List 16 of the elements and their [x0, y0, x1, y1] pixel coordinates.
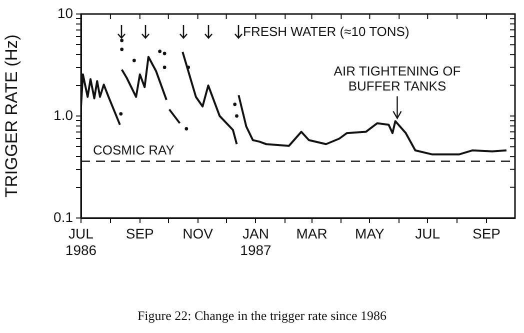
y-tick-label: 0.1	[54, 208, 74, 225]
y-tick-label: 1.0	[54, 106, 74, 123]
annotation: FRESH WATER (≈10 TONS)	[243, 24, 410, 39]
ref-line-label: COSMIC RAY	[93, 142, 175, 158]
x-tick-label: SEP	[472, 225, 501, 242]
x-tick-label: JUL 1986	[65, 225, 97, 258]
y-tick-label: 10	[57, 4, 74, 21]
y-axis-title: TRIGGER RATE (Hz)	[2, 34, 21, 198]
caption: Figure 22: Change in the trigger rate since 1986	[136, 308, 388, 324]
x-tick-label: MAR	[296, 225, 328, 242]
x-tick-label: JAN 1987	[240, 225, 272, 258]
x-tick-label: MAY	[355, 225, 386, 242]
annotation: AIR TIGHTENING OF BUFFER TANKS	[334, 63, 461, 94]
x-tick-label: NOV	[182, 225, 214, 242]
x-tick-label: JUL	[415, 225, 440, 242]
x-tick-label: SEP	[126, 225, 154, 242]
